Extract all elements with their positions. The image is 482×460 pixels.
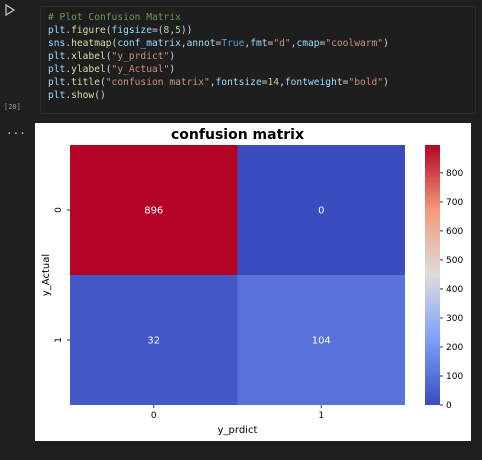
cell-label: 32 [147,336,160,347]
heatmap-cell [70,275,238,405]
y-tick-label: 1 [54,337,64,343]
code-line: plt.ylabel("y_Actual") [48,64,176,75]
code-line: plt.title("confusion matrix",fontsize=14… [48,77,389,88]
code-line: plt.xlabel("y_prdict") [48,51,176,62]
colorbar-tick-label: 300 [446,314,463,324]
code-line: plt.figure(figsize=(8,5)) [48,25,193,36]
heatmap-cell [237,145,405,275]
colorbar-tick-label: 700 [446,198,463,208]
colorbar [425,145,440,405]
code-line: sns.heatmap(conf_matrix,annot=True,fmt="… [48,38,389,49]
x-axis-label: y_prdict [218,425,258,436]
code-line: plt.show() [48,90,106,101]
colorbar-tick-label: 200 [446,343,463,353]
y-axis-label: y_Actual [41,254,52,296]
output-marker: ... [6,124,26,137]
x-tick-label: 0 [151,411,157,421]
colorbar-tick-label: 600 [446,227,463,237]
chart: confusion matrix 896 0 32 104 0 1 0 1 y_prdict y_A… [35,123,471,441]
colorbar-tick-label: 800 [446,169,463,179]
code-cell[interactable]: # Plot Confusion Matrix plt.figure(figsiz… [40,6,476,114]
code-line: # Plot Confusion Matrix [48,12,181,23]
heatmap-cell [70,145,238,275]
colorbar-tick-label: 500 [446,256,463,266]
watermark: mostaql.com [212,440,264,441]
y-tick-label: 0 [54,207,64,213]
colorbar-tick-label: 100 [446,372,463,382]
chart-title: confusion matrix [171,127,304,143]
cell-label: 896 [144,206,163,217]
cell-label: 104 [312,336,331,347]
run-button[interactable] [3,3,17,17]
x-tick-label: 1 [318,411,324,421]
colorbar-tick-label: 400 [446,285,463,295]
heatmap-cell [237,275,405,405]
execution-count: [20] [4,103,21,111]
colorbar-tick-label: 0 [446,401,452,411]
cell-label: 0 [318,206,324,217]
